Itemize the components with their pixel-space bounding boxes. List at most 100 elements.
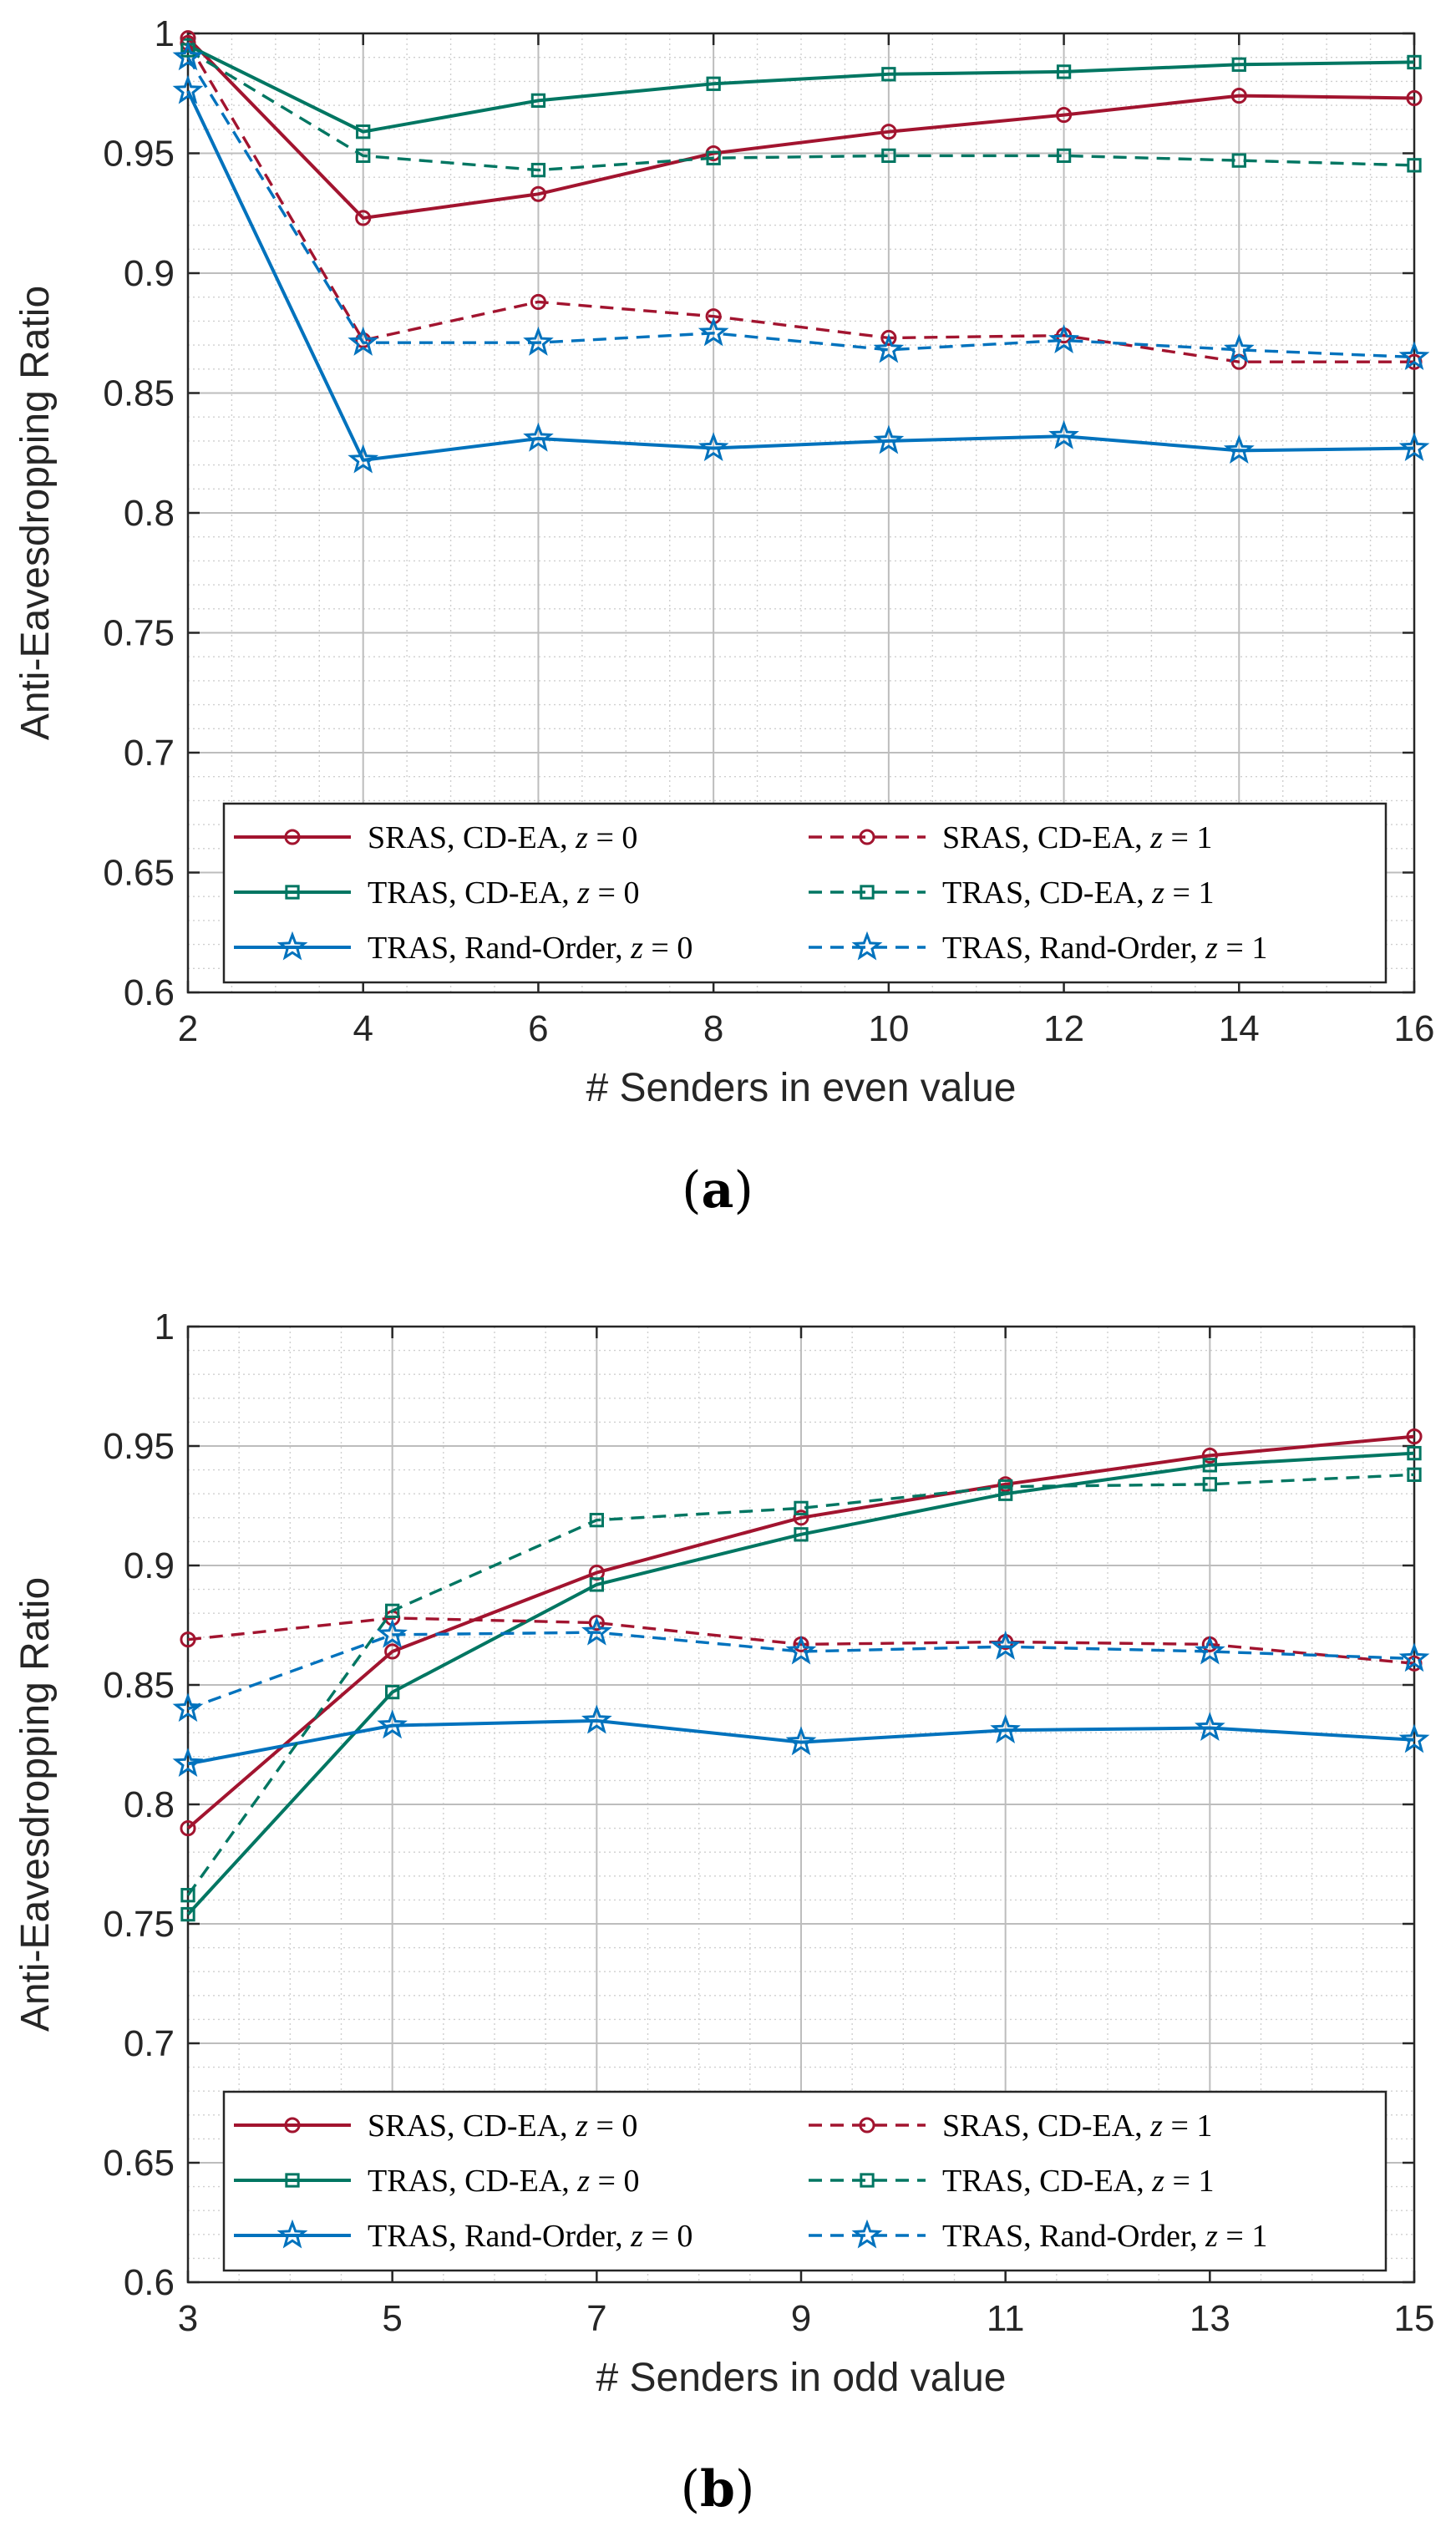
y-tick-label: 0.65 bbox=[103, 853, 175, 894]
data-point bbox=[1407, 1467, 1422, 1482]
data-point bbox=[180, 1631, 196, 1648]
data-point bbox=[581, 1704, 612, 1734]
data-point bbox=[377, 1709, 408, 1739]
legend-label-value: = 0 bbox=[590, 2164, 639, 2199]
legend-label: TRAS, Rand-Order, z = 1 bbox=[942, 931, 1267, 966]
data-point bbox=[881, 148, 896, 164]
x-tick-label: 3 bbox=[178, 2298, 198, 2339]
legend-label-value: = 0 bbox=[588, 2108, 637, 2144]
data-point bbox=[1398, 341, 1430, 371]
legend-marker bbox=[860, 2173, 875, 2188]
series-line bbox=[186, 90, 1415, 462]
data-point bbox=[794, 1527, 809, 1542]
panel-caption: (a) bbox=[682, 1161, 753, 1220]
legend-label-text: TRAS, CD-EA, bbox=[942, 875, 1152, 911]
legend-marker bbox=[859, 829, 875, 845]
x-tick-label: 4 bbox=[353, 1008, 373, 1049]
data-point bbox=[1202, 1477, 1217, 1492]
legend-marker bbox=[285, 2173, 300, 2188]
legend-item: SRAS, CD-EA, z = 1 bbox=[809, 820, 1212, 855]
data-point bbox=[880, 329, 897, 347]
legend-label-math: z bbox=[575, 2108, 588, 2144]
y-tick-label: 0.75 bbox=[103, 613, 175, 654]
data-point bbox=[377, 1618, 408, 1648]
series-5 bbox=[180, 1467, 1422, 1903]
x-tick-label: 8 bbox=[703, 1008, 723, 1049]
legend-label-value: = 1 bbox=[1163, 2108, 1212, 2144]
legend-item: SRAS, CD-EA, z = 0 bbox=[234, 2108, 637, 2144]
x-tick-label: 6 bbox=[528, 1008, 548, 1049]
y-tick-label: 0.6 bbox=[124, 2262, 175, 2303]
x-axis-label: # Senders in odd value bbox=[596, 2356, 1006, 2400]
legend-label: TRAS, Rand-Order, z = 1 bbox=[942, 2219, 1267, 2254]
legend-label-math: z bbox=[1205, 931, 1218, 966]
y-tick-label: 0.95 bbox=[103, 134, 175, 175]
y-tick-label: 0.6 bbox=[124, 972, 175, 1013]
legend-item: SRAS, CD-EA, z = 0 bbox=[234, 820, 637, 855]
data-point bbox=[356, 124, 371, 140]
legend-marker bbox=[851, 931, 883, 961]
legend-label-value: = 1 bbox=[1164, 2164, 1214, 2199]
caption-letter: b bbox=[700, 2460, 735, 2519]
legend-label-text: TRAS, CD-EA, bbox=[368, 875, 577, 911]
series-line bbox=[186, 42, 1414, 363]
legend-label-text: TRAS, Rand-Order, bbox=[942, 2219, 1205, 2254]
legend-marker bbox=[851, 2219, 883, 2249]
series-line bbox=[186, 1473, 1415, 1896]
legend-label-value: = 0 bbox=[588, 820, 637, 855]
legend-label-math: z bbox=[630, 931, 643, 966]
x-tick-label: 2 bbox=[178, 1008, 198, 1049]
legend-label: SRAS, CD-EA, z = 0 bbox=[368, 820, 637, 855]
data-point bbox=[530, 293, 546, 311]
y-tick-label: 0.95 bbox=[103, 1426, 175, 1467]
data-point bbox=[1048, 419, 1079, 449]
series-2 bbox=[180, 1445, 1422, 1922]
legend-item: TRAS, Rand-Order, z = 0 bbox=[234, 931, 692, 966]
data-point bbox=[881, 67, 896, 82]
y-tick-label: 0.75 bbox=[103, 1904, 175, 1945]
data-point bbox=[698, 317, 729, 347]
legend-label: TRAS, CD-EA, z = 0 bbox=[368, 2164, 639, 2199]
caption-close-paren: ) bbox=[735, 2460, 754, 2519]
legend-label: TRAS, Rand-Order, z = 0 bbox=[368, 931, 692, 966]
x-tick-label: 5 bbox=[382, 2298, 402, 2339]
caption-open-paren: ( bbox=[681, 2460, 700, 2519]
legend-label-math: z bbox=[1149, 820, 1163, 855]
caption-open-paren: ( bbox=[682, 1161, 701, 1220]
legend-label: SRAS, CD-EA, z = 0 bbox=[368, 2108, 637, 2144]
legend-label-text: TRAS, CD-EA, bbox=[942, 2164, 1152, 2199]
legend-label: TRAS, CD-EA, z = 1 bbox=[942, 875, 1214, 911]
series-line bbox=[186, 1451, 1415, 1915]
y-axis-label: Anti-Eavesdropping Ratio bbox=[13, 1577, 58, 2032]
data-point bbox=[1202, 1458, 1217, 1473]
data-point bbox=[990, 1630, 1021, 1660]
data-point bbox=[523, 422, 554, 452]
series-line bbox=[186, 37, 1415, 220]
series-3 bbox=[172, 74, 1430, 474]
data-point bbox=[1056, 107, 1073, 124]
data-point bbox=[180, 1820, 196, 1837]
series-group bbox=[172, 1428, 1430, 1922]
legend-item: TRAS, Rand-Order, z = 1 bbox=[809, 2219, 1267, 2254]
legend-item: TRAS, CD-EA, z = 0 bbox=[234, 875, 639, 911]
ticks bbox=[186, 1325, 1416, 2284]
series-6 bbox=[172, 41, 1430, 371]
legend-label-text: TRAS, Rand-Order, bbox=[368, 931, 631, 966]
data-point bbox=[589, 1513, 604, 1528]
data-point bbox=[385, 1684, 400, 1700]
panel-caption: (b) bbox=[681, 2460, 755, 2519]
x-tick-label: 14 bbox=[1219, 1008, 1260, 1049]
legend-marker bbox=[284, 829, 301, 845]
data-point bbox=[1056, 64, 1072, 79]
data-point bbox=[706, 76, 721, 91]
y-axis-label: Anti-Eavesdropping Ratio bbox=[13, 286, 58, 740]
data-point bbox=[698, 432, 729, 462]
series-group bbox=[172, 30, 1430, 474]
data-point bbox=[1201, 1447, 1218, 1464]
legend-label-value: = 0 bbox=[590, 875, 639, 911]
x-tick-label: 9 bbox=[791, 2298, 811, 2339]
legend-item: TRAS, Rand-Order, z = 1 bbox=[809, 931, 1267, 966]
data-point bbox=[530, 162, 546, 178]
legend-item: TRAS, CD-EA, z = 0 bbox=[234, 2164, 639, 2199]
